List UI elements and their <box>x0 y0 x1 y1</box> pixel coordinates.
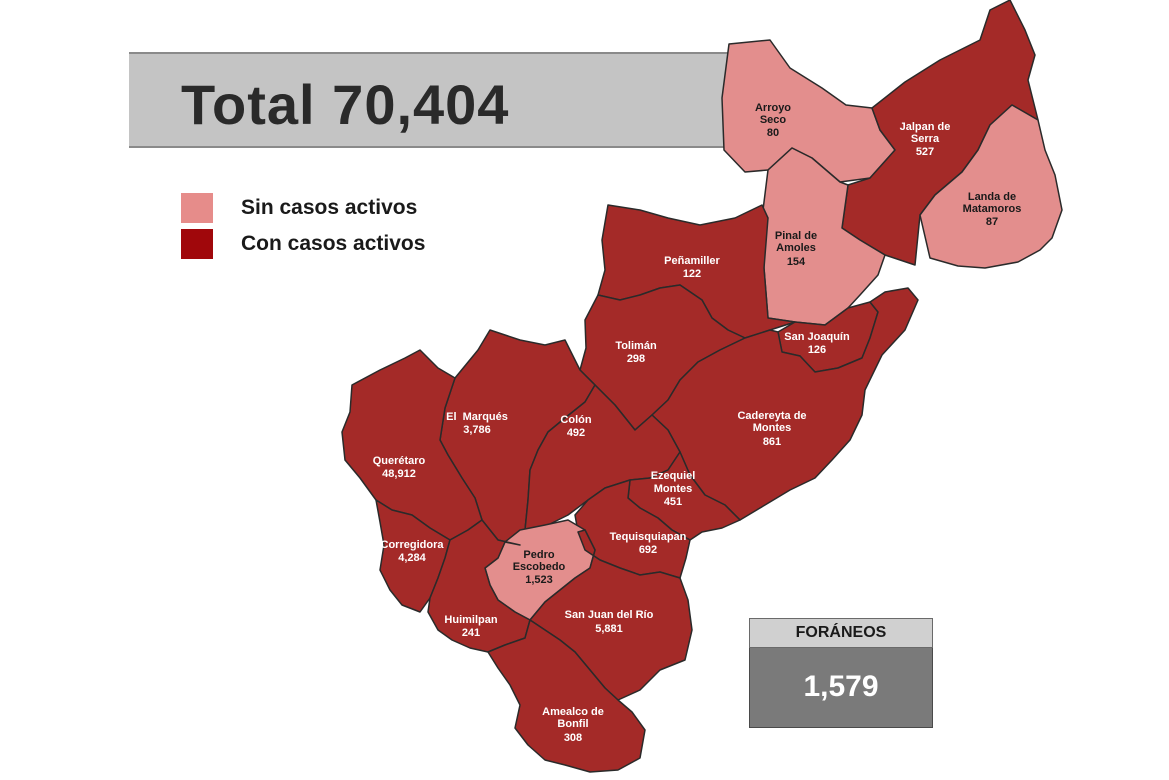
label-huimilpan-cases: 241 <box>462 627 480 639</box>
label-colon: Colón 492 <box>560 414 591 439</box>
label-penamiller-cases: 122 <box>683 268 701 280</box>
label-landa-line1: Landa de <box>968 191 1016 203</box>
label-colon-cases: 492 <box>567 427 585 439</box>
foraneos-value: 1,579 <box>749 648 933 728</box>
label-pinal-line2: Amoles <box>776 242 816 254</box>
label-arroyo-seco: Arroyo Seco 80 <box>755 102 791 139</box>
label-san-joaquin-cases: 126 <box>808 344 826 356</box>
label-amealco-de-bonfil: Amealco de Bonfil 308 <box>542 706 604 744</box>
label-pinal-de-amoles: Pinal de Amoles 154 <box>775 230 817 268</box>
label-jalpan-de-serra: Jalpan de Serra 527 <box>900 121 951 158</box>
label-cadereyta-de-montes: Cadereyta de Montes 861 <box>737 410 806 448</box>
label-cadereyta-cases: 861 <box>763 436 781 448</box>
region-landa-de-matamoros[interactable] <box>919 104 1063 269</box>
label-ezequiel-montes: Ezequiel Montes 451 <box>651 470 696 508</box>
label-queretaro-name: Querétaro <box>373 455 426 467</box>
label-arroyo-seco-line2: Seco <box>760 114 787 126</box>
total-banner: Total 70,404 <box>129 52 769 148</box>
label-landa-line2: Matamoros <box>963 203 1022 215</box>
label-arroyo-seco-cases: 80 <box>767 127 779 139</box>
label-amealco-line1: Amealco de <box>542 706 604 718</box>
label-pinal-cases: 154 <box>787 256 806 268</box>
label-san-juan-del-rio: San Juan del Río 5,881 <box>565 609 654 635</box>
label-pinal-line1: Pinal de <box>775 230 817 242</box>
label-toliman-cases: 298 <box>627 353 645 365</box>
label-el-marques-cases: 3,786 <box>463 424 491 436</box>
label-pedro-line2: Escobedo <box>513 561 566 573</box>
label-cadereyta-line1: Cadereyta de <box>737 410 806 422</box>
label-toliman: Tolimán 298 <box>615 340 657 365</box>
label-tequisquiapan-cases: 692 <box>639 544 657 556</box>
label-san-joaquin: San Joaquín 126 <box>784 331 850 356</box>
label-corregidora-name: Corregidora <box>381 539 445 551</box>
label-landa-cases: 87 <box>986 216 998 228</box>
legend-item-inactive: Sin casos activos <box>181 190 425 226</box>
label-ezequiel-line2: Montes <box>654 483 693 495</box>
label-cadereyta-line2: Montes <box>753 422 792 434</box>
legend-item-active: Con casos activos <box>181 226 425 262</box>
label-pedro-line1: Pedro <box>523 549 554 561</box>
legend-label-inactive: Sin casos activos <box>241 196 418 219</box>
label-san-juan-cases: 5,881 <box>595 623 623 635</box>
label-huimilpan-name: Huimilpan <box>444 614 497 626</box>
total-cases-label: Total 70,404 <box>181 73 510 136</box>
region-san-juan-del-rio[interactable] <box>529 529 693 701</box>
label-corregidora: Corregidora 4,284 <box>381 539 445 564</box>
label-san-juan-name: San Juan del Río <box>565 609 654 621</box>
label-el-marques-name: El Marqués <box>446 411 508 423</box>
label-queretaro-cases: 48,912 <box>382 468 416 480</box>
label-corregidora-cases: 4,284 <box>398 552 426 564</box>
label-jalpan-cases: 527 <box>916 146 934 158</box>
legend-swatch-inactive <box>181 193 213 223</box>
foraneos-title: FORÁNEOS <box>749 618 933 648</box>
region-amealco-de-bonfil[interactable] <box>487 619 646 773</box>
label-pedro-escobedo: Pedro Escobedo 1,523 <box>513 549 566 586</box>
label-ezequiel-cases: 451 <box>664 496 682 508</box>
foraneos-box: FORÁNEOS 1,579 <box>749 618 933 728</box>
label-colon-name: Colón <box>560 414 591 426</box>
label-jalpan-line1: Jalpan de <box>900 121 951 133</box>
label-san-joaquin-name: San Joaquín <box>784 331 850 343</box>
label-amealco-cases: 308 <box>564 732 582 744</box>
label-tequisquiapan-name: Tequisquiapan <box>610 531 687 543</box>
label-el-marques: El Marqués 3,786 <box>446 411 508 436</box>
legend-swatch-active <box>181 229 213 259</box>
label-queretaro: Querétaro 48,912 <box>373 455 426 480</box>
label-pedro-cases: 1,523 <box>525 574 553 586</box>
label-ezequiel-line1: Ezequiel <box>651 470 696 482</box>
label-landa-de-matamoros: Landa de Matamoros 87 <box>963 191 1022 228</box>
label-arroyo-seco-line1: Arroyo <box>755 102 791 114</box>
label-tequisquiapan: Tequisquiapan 692 <box>610 531 687 556</box>
label-penamiller-name: Peñamiller <box>664 255 720 267</box>
label-jalpan-line2: Serra <box>911 133 940 145</box>
label-penamiller: Peñamiller 122 <box>664 255 720 280</box>
label-toliman-name: Tolimán <box>615 340 657 352</box>
label-huimilpan: Huimilpan 241 <box>444 614 497 639</box>
label-amealco-line2: Bonfil <box>557 718 588 730</box>
legend-label-active: Con casos activos <box>241 232 426 255</box>
map-legend: Sin casos activos Con casos activos <box>181 190 425 262</box>
